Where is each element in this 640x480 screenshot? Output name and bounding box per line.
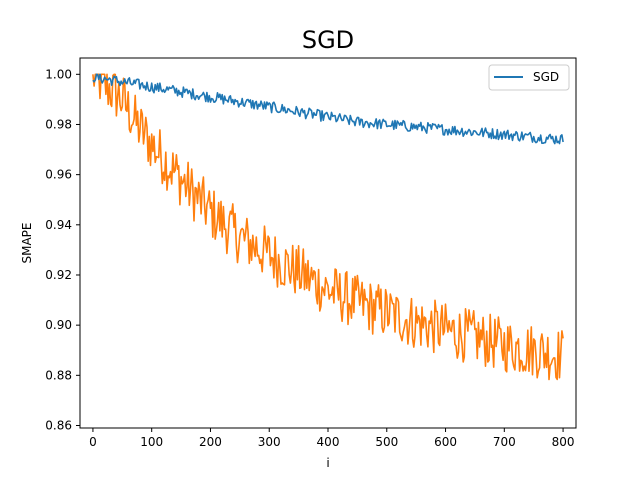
y-tick-label: 0.90 <box>45 318 72 332</box>
x-axis-ticks: 0 100 200 300 400 500 600 700 800 <box>89 428 575 449</box>
x-tick-label: 500 <box>375 435 398 449</box>
series-line-series-2 <box>92 73 564 381</box>
y-tick-label: 0.92 <box>45 268 72 282</box>
x-tick-label: 100 <box>140 435 163 449</box>
x-tick-label: 400 <box>317 435 340 449</box>
chart-title: SGD <box>302 26 354 54</box>
legend-entry-sgd: SGD <box>533 70 559 84</box>
y-tick-label: 0.98 <box>45 117 72 131</box>
x-tick-label: 700 <box>493 435 516 449</box>
y-tick-label: 0.96 <box>45 168 72 182</box>
y-tick-label: 0.94 <box>45 218 72 232</box>
series-line-sgd <box>92 73 564 145</box>
x-axis-label: i <box>326 456 329 470</box>
y-axis-label: SMAPE <box>20 223 34 264</box>
y-tick-label: 1.00 <box>45 67 72 81</box>
x-tick-label: 300 <box>258 435 281 449</box>
series-layer <box>92 73 564 381</box>
x-tick-label: 800 <box>552 435 575 449</box>
x-tick-label: 0 <box>89 435 97 449</box>
x-tick-label: 600 <box>434 435 457 449</box>
legend-box <box>488 64 570 91</box>
x-tick-label: 200 <box>199 435 222 449</box>
legend: SGD <box>488 64 570 91</box>
y-tick-label: 0.88 <box>45 368 72 382</box>
y-tick-label: 0.86 <box>45 418 72 432</box>
y-axis-ticks: 0.86 0.88 0.90 0.92 0.94 0.96 0.98 1.00 <box>45 67 80 432</box>
